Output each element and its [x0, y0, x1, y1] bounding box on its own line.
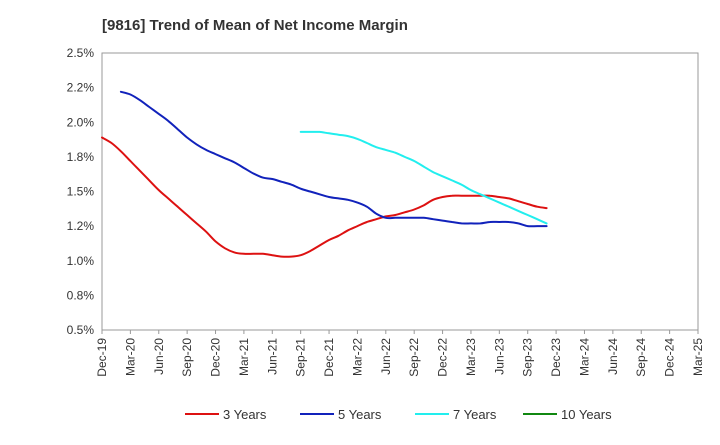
x-tick-label: Mar-22 [350, 338, 364, 376]
x-tick-label: Sep-20 [180, 338, 194, 377]
y-tick-label: 2.5% [67, 46, 95, 60]
x-tick-label: Dec-19 [95, 338, 109, 377]
y-tick-label: 0.5% [67, 323, 95, 337]
y-tick-label: 1.0% [67, 254, 95, 268]
x-tick-label: Sep-24 [634, 338, 648, 377]
series-line-3-years [101, 136, 548, 258]
x-tick-label: Jun-23 [492, 338, 506, 375]
series-line-7-years [299, 130, 548, 225]
x-tick-label: Dec-22 [436, 338, 450, 377]
legend-label: 7 Years [453, 407, 497, 422]
y-tick-label: 1.5% [67, 185, 95, 199]
x-tick-label: Dec-21 [322, 338, 336, 377]
x-tick-label: Mar-20 [123, 338, 137, 376]
y-tick-label: 2.0% [67, 115, 95, 129]
x-tick-label: Mar-25 [691, 338, 705, 376]
series-lines [101, 90, 548, 258]
x-tick-label: Sep-21 [294, 338, 308, 377]
legend-label: 3 Years [223, 407, 267, 422]
y-tick-label: 1.8% [67, 150, 95, 164]
series-line-5-years [119, 90, 548, 228]
x-tick-label: Mar-21 [237, 338, 251, 376]
legend-label: 10 Years [561, 407, 612, 422]
y-tick-label: 1.2% [67, 219, 95, 233]
legend: 3 Years 5 Years 7 Years 10 Years [185, 407, 612, 422]
chart-title: [9816] Trend of Mean of Net Income Margi… [102, 17, 408, 34]
x-tick-label: Jun-20 [152, 338, 166, 375]
legend-label: 5 Years [338, 407, 382, 422]
x-tick-label: Mar-23 [464, 338, 478, 376]
y-tick-label: 2.2% [67, 81, 95, 95]
x-tick-label: Dec-20 [209, 338, 223, 377]
plot-area [101, 52, 699, 331]
x-tick-label: Jun-22 [379, 338, 393, 375]
x-tick-label: Sep-22 [407, 338, 421, 377]
x-tick-label: Jun-21 [265, 338, 279, 375]
x-tick-label: Mar-24 [577, 338, 591, 376]
x-tick-label: Dec-23 [549, 338, 563, 377]
x-tick-label: Sep-23 [521, 338, 535, 377]
y-tick-label: 0.8% [67, 288, 95, 302]
axes: 0.5% 0.8% 1.0% 1.2% 1.5% 1.8% 2.0% 2.2% 2.5% Dec-… [67, 46, 705, 377]
x-tick-label: Dec-24 [663, 338, 677, 377]
x-tick-label: Jun-24 [606, 338, 620, 375]
